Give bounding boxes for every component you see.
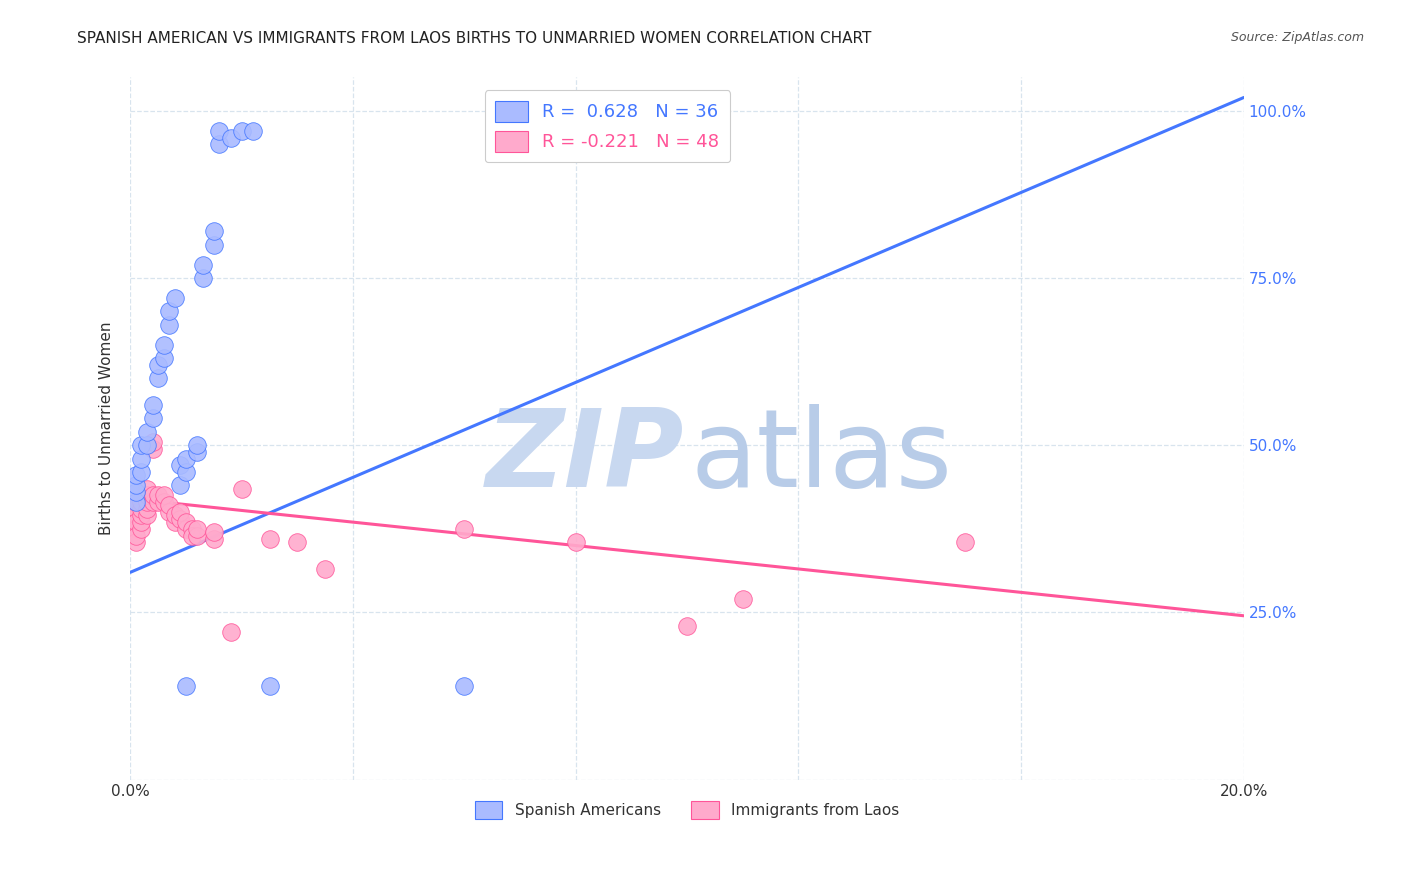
Point [174,522,197,536]
Text: atlas: atlas [690,403,952,509]
Point [163,508,186,523]
Point [314,562,336,576]
Point [208,137,231,152]
Point [131,451,153,466]
Point [136,488,159,502]
Point [180,528,202,542]
Point [136,495,159,509]
Y-axis label: Births to Unmarried Women: Births to Unmarried Women [100,322,114,535]
Point [157,505,180,519]
Point [180,522,202,536]
Point [231,482,253,496]
Point [186,522,208,536]
Point [186,528,208,542]
Point [676,619,699,633]
Point [186,438,208,452]
Point [731,592,754,607]
Point [174,515,197,529]
Point [125,485,148,500]
Point [125,515,148,529]
Point [146,371,169,385]
Point [136,482,159,496]
Point [142,398,165,412]
Point [174,465,197,479]
Point [231,124,253,138]
Point [131,522,153,536]
Point [169,505,191,519]
Point [152,495,174,509]
Point [157,499,180,513]
Point [152,338,174,352]
Point [146,358,169,372]
Point [152,351,174,366]
Point [136,501,159,516]
Point [169,478,191,492]
Point [202,532,225,546]
Point [191,258,214,272]
Point [564,535,586,549]
Point [125,468,148,483]
Point [202,237,225,252]
Point [191,271,214,285]
Point [136,438,159,452]
Point [125,501,148,516]
Point [131,501,153,516]
Point [208,124,231,138]
Text: SPANISH AMERICAN VS IMMIGRANTS FROM LAOS BIRTHS TO UNMARRIED WOMEN CORRELATION C: SPANISH AMERICAN VS IMMIGRANTS FROM LAOS… [77,31,872,46]
Point [131,495,153,509]
Point [131,508,153,523]
Point [125,495,148,509]
Point [453,679,475,693]
Point [157,304,180,318]
Point [125,528,148,542]
Point [125,522,148,536]
Point [174,451,197,466]
Point [131,465,153,479]
Point [169,458,191,473]
Point [152,488,174,502]
Point [453,522,475,536]
Point [142,434,165,449]
Point [136,425,159,439]
Point [125,535,148,549]
Point [125,495,148,509]
Point [125,508,148,523]
Point [202,224,225,238]
Point [186,445,208,459]
Point [259,532,281,546]
Point [202,525,225,540]
Point [142,488,165,502]
Point [136,508,159,523]
Point [163,291,186,305]
Text: Source: ZipAtlas.com: Source: ZipAtlas.com [1230,31,1364,45]
Point [219,625,242,640]
Point [142,495,165,509]
Point [955,535,977,549]
Point [146,495,169,509]
Point [157,318,180,332]
Point [174,679,197,693]
Point [131,515,153,529]
Legend: Spanish Americans, Immigrants from Laos: Spanish Americans, Immigrants from Laos [468,795,905,824]
Point [142,411,165,425]
Point [169,512,191,526]
Point [242,124,264,138]
Point [146,488,169,502]
Point [285,535,308,549]
Text: ZIP: ZIP [485,403,683,509]
Point [259,679,281,693]
Point [125,478,148,492]
Point [219,130,242,145]
Point [131,438,153,452]
Point [163,515,186,529]
Point [142,442,165,456]
